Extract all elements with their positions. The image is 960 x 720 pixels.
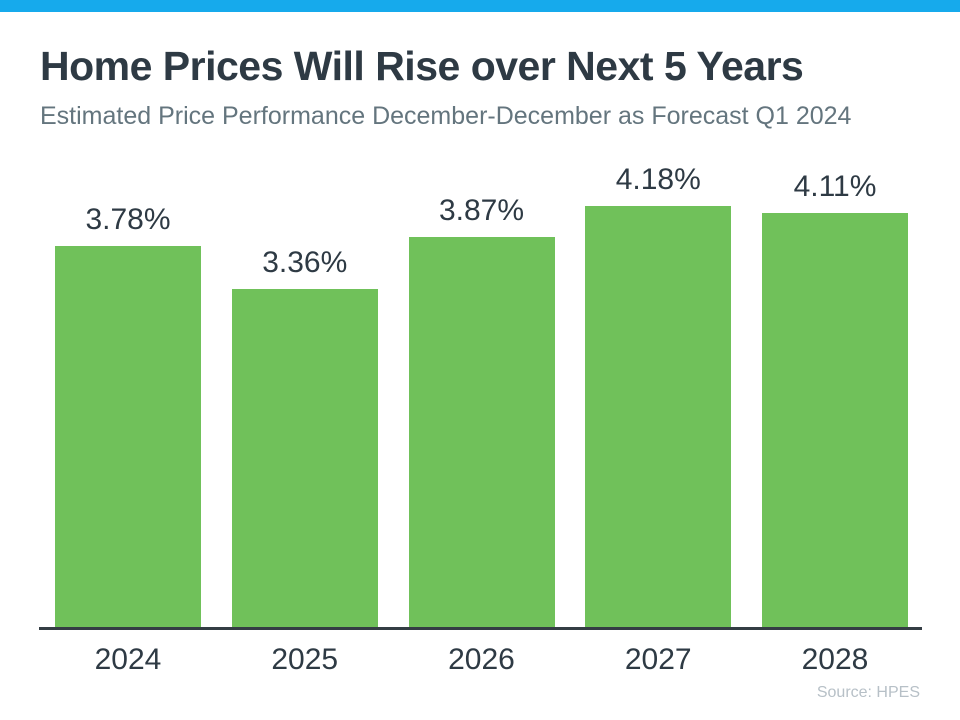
bar-column-2027: 4.18%	[585, 163, 732, 627]
top-accent-stripe	[0, 0, 960, 12]
bar-value-label: 3.36%	[262, 246, 348, 279]
chart-title: Home Prices Will Rise over Next 5 Years	[40, 43, 804, 89]
x-tick-label-2027: 2027	[624, 643, 692, 676]
x-tick-label-2028: 2028	[801, 643, 869, 676]
bar-2027	[585, 206, 732, 627]
bar-column-2028: 4.11%	[762, 170, 908, 627]
bar-value-label: 3.87%	[438, 194, 525, 227]
bar-column-2024: 3.78%	[55, 203, 201, 627]
bar-value-label: 3.78%	[85, 203, 171, 236]
bar-column-2025: 3.36%	[231, 246, 378, 627]
x-tick-label-2026: 2026	[448, 643, 515, 676]
bar-2028	[762, 213, 908, 627]
bar-value-label: 4.11%	[793, 170, 877, 203]
bar-2024	[55, 246, 201, 627]
x-axis-tick-labels: 2024 2025 2026 2027 2028	[55, 643, 908, 677]
bar-value-label: 4.18%	[615, 163, 701, 196]
bars-row: 3.78% 3.36% 3.87% 4.18% 4.11%	[55, 163, 908, 627]
chart-subtitle: Estimated Price Performance December-Dec…	[40, 102, 852, 130]
x-axis-line	[39, 627, 922, 630]
x-tick-label-2024: 2024	[94, 643, 162, 676]
x-tick-label-2025: 2025	[271, 643, 339, 676]
bar-2026	[408, 237, 555, 627]
bar-column-2026: 3.87%	[408, 194, 555, 627]
bar-2025	[231, 289, 378, 627]
source-note: Source: HPES	[816, 684, 920, 701]
